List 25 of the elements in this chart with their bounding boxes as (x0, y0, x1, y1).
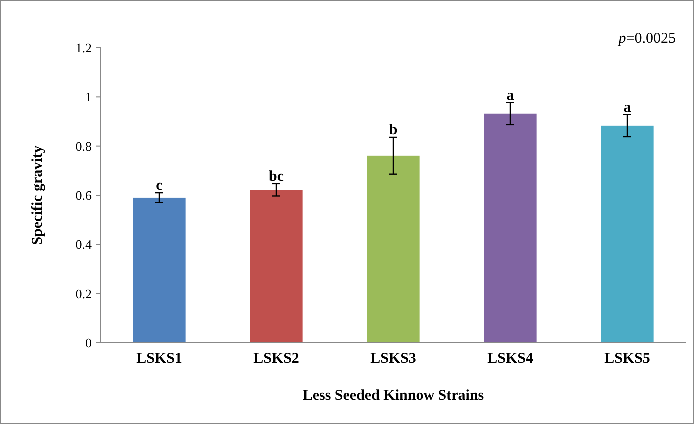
y-tick-label: 0.4 (76, 237, 92, 252)
bar (367, 156, 420, 343)
annotation: bc (269, 168, 284, 185)
y-tick-label: 1.2 (76, 40, 92, 56)
x-axis-title: Less Seeded Kinnow Strains (302, 388, 484, 404)
y-axis-title: Specific gravity (30, 145, 46, 246)
text: p=0.0025 (618, 31, 676, 47)
bar (601, 126, 654, 343)
y-tick-label: 0.8 (76, 138, 92, 154)
x-tick-label: LSKS3 (370, 351, 416, 367)
y-tick-label: 0.6 (76, 188, 92, 204)
x-tick-label: LSKS5 (604, 351, 650, 367)
x-tick-label: LSKS4 (488, 351, 534, 367)
bar (133, 198, 186, 343)
x-tick-label: LSKS1 (136, 351, 182, 367)
annotation: c (156, 178, 164, 194)
x-tick-label: LSKS2 (254, 351, 300, 367)
y-tick-label: 1 (86, 90, 92, 105)
bar (250, 190, 303, 343)
annotation: a (624, 100, 632, 116)
annotation: a (506, 88, 515, 104)
annotation: b (389, 122, 398, 138)
y-tick-label: 0 (86, 336, 92, 351)
bar (484, 114, 537, 343)
y-tick-label: 0.2 (76, 286, 92, 302)
